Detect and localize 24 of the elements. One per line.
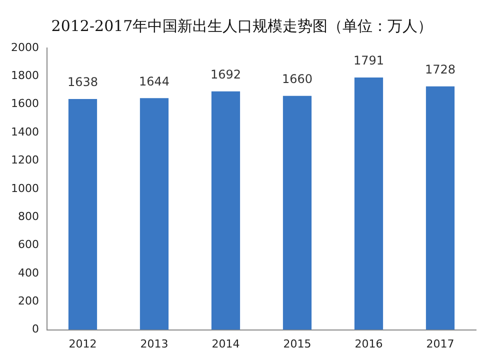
data-label: 1791 <box>353 54 384 68</box>
data-label: 1644 <box>138 74 170 88</box>
y-tick-label: 2000 <box>10 40 39 54</box>
x-tick-label: 2013 <box>140 337 168 350</box>
y-tick-label: 1400 <box>10 125 39 138</box>
data-label: 1638 <box>67 75 98 90</box>
y-tick-label: 1600 <box>10 97 39 110</box>
y-tick-label: 0 <box>32 322 39 336</box>
data-label: 1660 <box>282 72 313 86</box>
y-tick-label: 600 <box>18 238 39 252</box>
data-label: 1692 <box>210 68 242 82</box>
x-tick-label: 2017 <box>426 337 454 350</box>
x-tick-label: 2012 <box>68 337 97 350</box>
y-tick-label: 400 <box>18 266 39 280</box>
y-tick-label: 1200 <box>10 154 39 167</box>
x-tick-label: 2015 <box>283 337 312 350</box>
y-tick-label: 800 <box>18 210 39 223</box>
y-tick-label: 200 <box>18 294 39 308</box>
y-tick-label: 1800 <box>10 69 39 82</box>
x-tick-label: 2016 <box>354 337 383 350</box>
chart-title: 2012-2017年中国新出生人口规模走势图（单位：万人） <box>51 16 433 35</box>
x-tick-label: 2014 <box>212 337 240 350</box>
y-tick-label: 1000 <box>10 182 39 195</box>
data-label: 1728 <box>424 62 456 76</box>
